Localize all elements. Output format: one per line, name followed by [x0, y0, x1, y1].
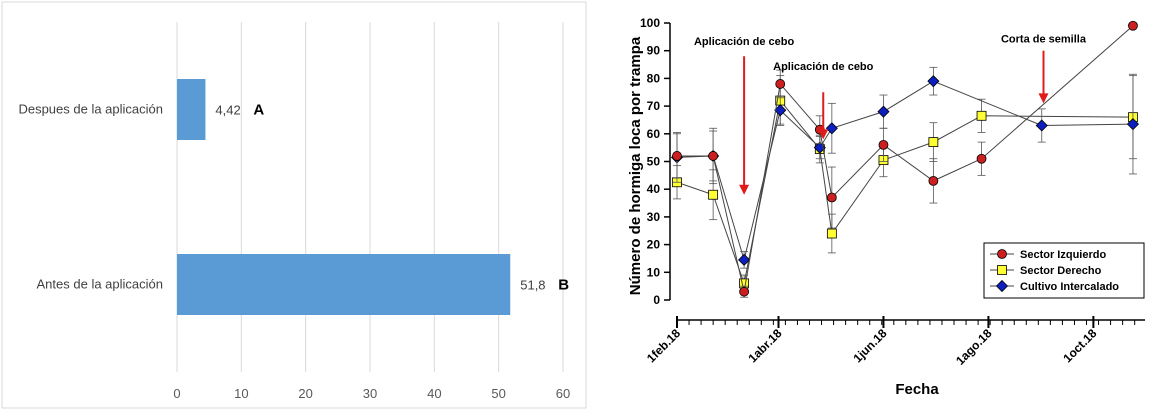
data-point: [877, 105, 890, 118]
bar-x-axis: 0 10 20 30 40 50 60: [173, 386, 570, 401]
line-y-tick-label: 60: [647, 127, 661, 141]
bar-chart: Despues de la aplicación 4,42 A Antes de la…: [1, 1, 587, 409]
line-x-tick-label: 1ago.18: [953, 326, 995, 368]
annotation-label: Corta de semilla: [1001, 33, 1087, 45]
bar-x-tick-label: 30: [363, 386, 377, 401]
data-point: [708, 151, 719, 161]
bar: [177, 79, 206, 140]
line-y-tick-label: 20: [647, 238, 661, 252]
data-point: [928, 175, 939, 186]
data-point: [826, 192, 837, 203]
data-point: [976, 153, 987, 164]
data-point: [775, 79, 786, 89]
line-x-tick-label: 1abr.18: [745, 326, 784, 365]
bar-category-label: Despues de la aplicación: [18, 102, 163, 117]
line-y-tick-label: 30: [647, 210, 661, 224]
line-x-axis-label: Fecha: [895, 381, 939, 398]
data-point: [774, 104, 787, 117]
annotation-label: Aplicación de cebo: [773, 61, 874, 73]
bar-value-label: 51,8: [520, 278, 545, 293]
line-x-tick-label: 1feb.18: [644, 326, 683, 365]
data-point: [826, 228, 837, 239]
line-y-tick-label: 0: [653, 293, 660, 307]
data-point: [708, 189, 719, 200]
line-chart: Número de hormiga loca por trampa Fecha …: [627, 16, 1145, 398]
line-y-tick-label: 90: [647, 44, 661, 58]
line-x-tick-label: 1jun.18: [850, 326, 889, 365]
bar: [177, 254, 511, 315]
line-x-tick-label: 1oct.18: [1060, 326, 1099, 365]
line-series: [670, 20, 1140, 298]
bar-x-tick-label: 20: [298, 386, 312, 401]
legend-marker: [995, 279, 1009, 293]
data-point: [928, 137, 939, 148]
line-y-tick-label: 50: [647, 155, 661, 169]
bar-x-tick-label: 10: [234, 386, 248, 401]
series-line: [677, 25, 1134, 292]
legend-label: Sector Derecho: [1020, 265, 1102, 277]
legend-marker: [997, 249, 1007, 259]
data-point: [672, 151, 682, 161]
line-y-tick-label: 80: [647, 71, 661, 85]
annotation-arrowhead: [818, 129, 829, 140]
bar-significance-letter: B: [558, 277, 569, 294]
data-point: [825, 122, 838, 135]
series-line: [676, 99, 1133, 286]
bar-x-tick-label: 0: [173, 386, 180, 401]
bar-chart-frame: [1, 1, 587, 409]
line-y-tick-label: 40: [647, 182, 661, 196]
bar-x-tick-label: 60: [556, 386, 570, 401]
legend-marker: [997, 265, 1007, 275]
series-line: [676, 80, 1133, 262]
data-point: [1126, 118, 1140, 131]
bar-x-tick-label: 40: [427, 386, 441, 401]
bar-value-label: 4,42: [215, 103, 240, 118]
data-point: [927, 75, 940, 88]
legend-label: Cultivo Intercalado: [1020, 281, 1119, 293]
annotation-label: Aplicación de cebo: [694, 36, 795, 48]
line-legend: Sector Izquierdo Sector Derecho Cultivo In…: [983, 242, 1145, 299]
line-y-tick-label: 100: [640, 16, 660, 30]
data-point: [878, 139, 889, 150]
bar-significance-letter: A: [253, 102, 264, 119]
bar-series: Despues de la aplicación 4,42 A Antes de la…: [18, 79, 569, 315]
annotation-arrowhead: [1038, 93, 1049, 104]
line-y-tick-label: 70: [647, 99, 661, 113]
bar-category-label: Antes de la aplicación: [37, 277, 163, 292]
line-y-axis-label: Número de hormiga loca por trampa: [627, 36, 644, 295]
legend-label: Sector Izquierdo: [1020, 249, 1106, 261]
line-y-tick-label: 10: [647, 265, 661, 279]
annotation-arrowhead: [739, 184, 750, 195]
bar-x-tick-label: 50: [491, 386, 505, 401]
data-point: [739, 286, 750, 297]
data-point: [738, 253, 751, 266]
data-point: [1035, 119, 1048, 132]
data-point: [1128, 20, 1138, 31]
data-point: [976, 110, 987, 121]
line-annotations: Aplicación de cebo Aplicación de cebo Cort…: [694, 33, 1087, 195]
